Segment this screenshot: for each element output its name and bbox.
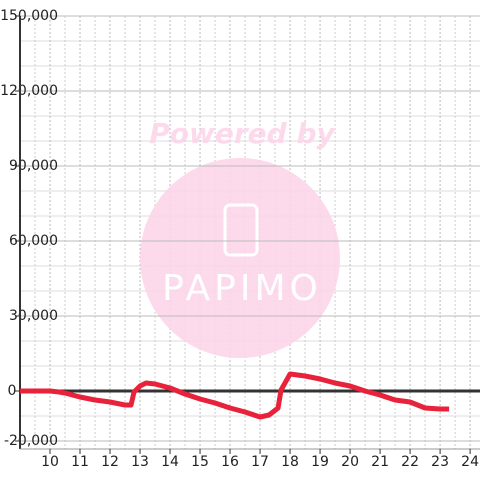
y-tick-label: 90,000	[9, 158, 58, 174]
y-tick-label: -20,000	[4, 433, 58, 449]
x-tick-label: 11	[71, 454, 89, 470]
line-series	[20, 371, 450, 420]
x-tick-label: 16	[221, 454, 239, 470]
watermark-circle	[140, 158, 340, 358]
watermark-icon	[223, 203, 259, 257]
x-tick-label: 10	[41, 454, 59, 470]
watermark-logo: PAPIMO	[162, 268, 322, 309]
x-tick-label: 24	[461, 454, 479, 470]
x-tick-label: 12	[101, 454, 119, 470]
x-tick-label: 20	[341, 454, 359, 470]
x-tick-label: 23	[431, 454, 449, 470]
y-tick-label: 150,000	[0, 8, 58, 24]
watermark-text: Powered by	[149, 117, 336, 150]
x-tick-label: 19	[311, 454, 329, 470]
y-tick-label: 0	[8, 383, 17, 399]
y-tick-label: 120,000	[0, 83, 58, 99]
watermark: Powered by PAPIMO	[140, 117, 340, 358]
x-tick-label: 22	[401, 454, 419, 470]
x-tick-label: 21	[371, 454, 389, 470]
x-tick-label: 18	[281, 454, 299, 470]
x-tick-label: 14	[161, 454, 179, 470]
y-tick-label: 30,000	[9, 308, 58, 324]
x-tick-label: 15	[191, 454, 209, 470]
y-tick-label: 60,000	[9, 233, 58, 249]
x-tick-label: 17	[251, 454, 269, 470]
x-tick-label: 13	[131, 454, 149, 470]
